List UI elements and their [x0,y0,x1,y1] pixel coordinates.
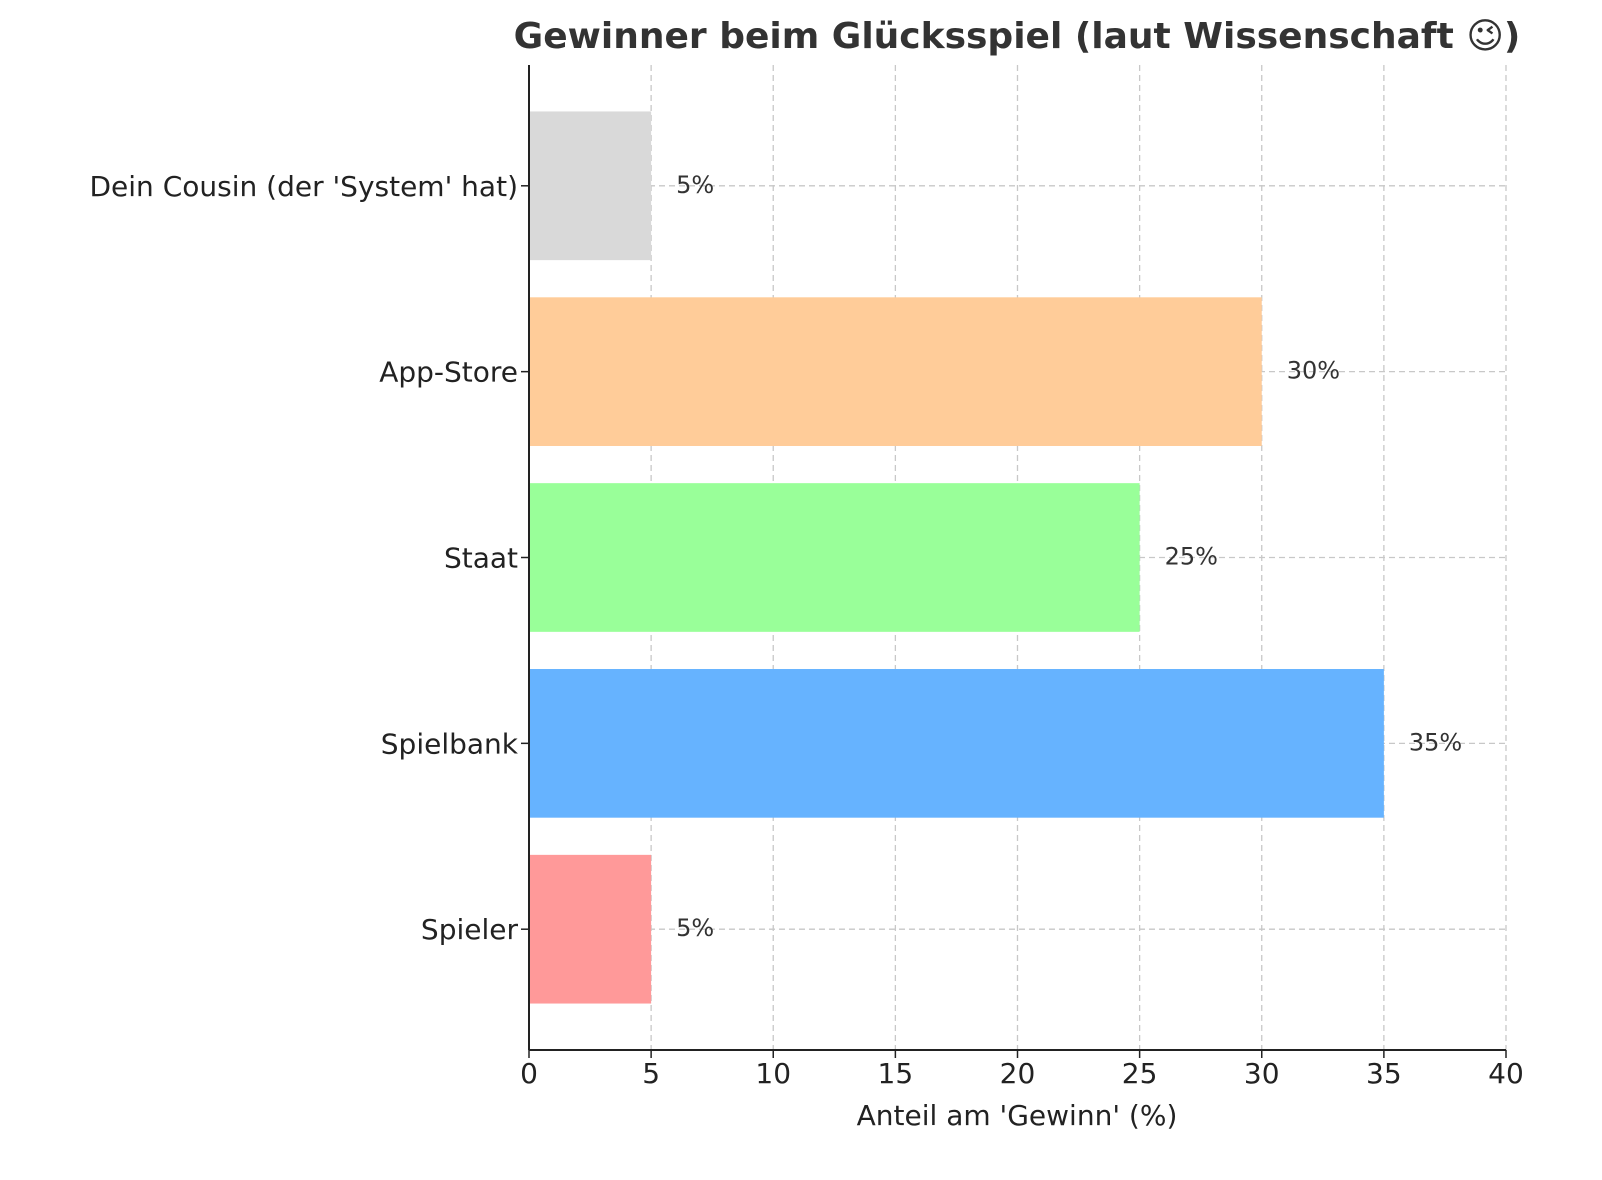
x-tick-label: 5 [642,1057,660,1090]
x-tick-label: 35 [1366,1057,1402,1090]
value-label: 25% [1165,543,1218,571]
value-label: 35% [1409,728,1462,756]
x-tick-label: 15 [878,1057,914,1090]
bar [529,483,1140,632]
bar [529,111,652,261]
x-tick-label: 25 [1122,1057,1158,1090]
x-tick-label: 10 [755,1057,791,1090]
y-tick-label: Spielbank [381,727,519,760]
x-tick-label: 30 [1244,1057,1280,1090]
chart-title: Gewinner beim Glücksspiel (laut Wissensc… [514,16,1521,57]
y-tick-label: Staat [444,542,518,575]
bar [529,669,1384,818]
y-tick-label: App-Store [379,356,518,389]
bar [529,854,652,1004]
x-tick-label: 20 [1000,1057,1036,1090]
value-label: 5% [676,171,714,199]
bar [529,297,1262,446]
x-tick-label: 0 [520,1057,538,1090]
y-tick-label: Dein Cousin (der 'System' hat) [89,170,518,203]
y-tick-label: Spieler [421,913,519,946]
value-label: 5% [676,914,714,942]
x-axis-label: Anteil am 'Gewinn' (%) [857,1099,1178,1132]
x-tick-label: 40 [1488,1057,1524,1090]
value-label: 30% [1287,357,1340,385]
